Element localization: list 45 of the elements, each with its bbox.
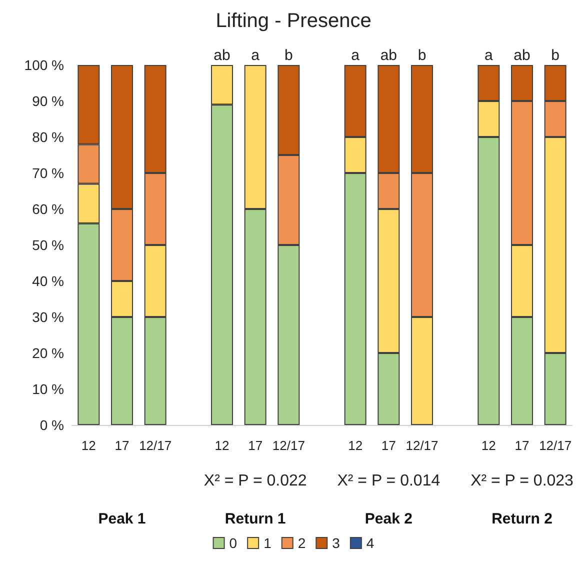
x-tick-label: 17 <box>381 438 396 453</box>
chart-title: Lifting - Presence <box>216 10 372 32</box>
x-tick-label: 12 <box>348 438 363 453</box>
x-tick-label: 12/17 <box>272 438 305 453</box>
text: Return 1 <box>224 510 286 528</box>
text: b <box>551 47 560 64</box>
x-tick-label: 12 <box>81 438 96 453</box>
y-tick-label: 90 % <box>32 93 64 109</box>
x-tick-label: 12/17 <box>139 438 172 453</box>
text: ab <box>380 47 398 64</box>
y-tick-label: 70 % <box>32 165 64 181</box>
text: ab <box>514 47 530 64</box>
text: X² = P = 0.023 <box>470 472 574 490</box>
y-tick-label: 100 % <box>24 57 64 73</box>
x-tick-label: 17 <box>114 438 130 453</box>
text: Return 2 <box>492 510 552 528</box>
legend-label: 3 <box>332 535 340 551</box>
y-tick-label: 10 % <box>32 381 64 397</box>
x-tick-label: 12/17 <box>539 438 572 453</box>
y-tick-label: 80 % <box>32 129 64 145</box>
x-tick-label: 12 <box>214 438 230 453</box>
text: X² = P = 0.022 <box>204 472 307 490</box>
text: a <box>251 47 260 64</box>
legend-label: 1 <box>264 535 272 551</box>
x-tick-label: 12/17 <box>406 438 438 453</box>
text: a <box>484 47 494 64</box>
y-tick-label: 20 % <box>32 345 64 361</box>
text: b <box>418 47 426 64</box>
x-tick-label: 12 <box>481 438 496 453</box>
legend-label: 0 <box>229 535 238 551</box>
text: Peak 1 <box>98 510 146 528</box>
text: Peak 2 <box>364 510 412 528</box>
text: a <box>351 47 360 64</box>
x-tick-label: 17 <box>514 438 530 453</box>
legend-label: 2 <box>298 535 306 551</box>
y-tick-label: 0 % <box>40 417 64 433</box>
text: ab <box>214 47 230 64</box>
text: b <box>284 47 293 64</box>
legend-label: 4 <box>366 535 374 551</box>
x-tick-label: 17 <box>248 438 263 453</box>
y-tick-label: 60 % <box>32 201 64 217</box>
text: X² = P = 0.014 <box>337 472 440 490</box>
y-tick-label: 50 % <box>32 237 64 253</box>
y-tick-label: 30 % <box>32 309 64 325</box>
y-tick-label: 40 % <box>32 273 64 289</box>
